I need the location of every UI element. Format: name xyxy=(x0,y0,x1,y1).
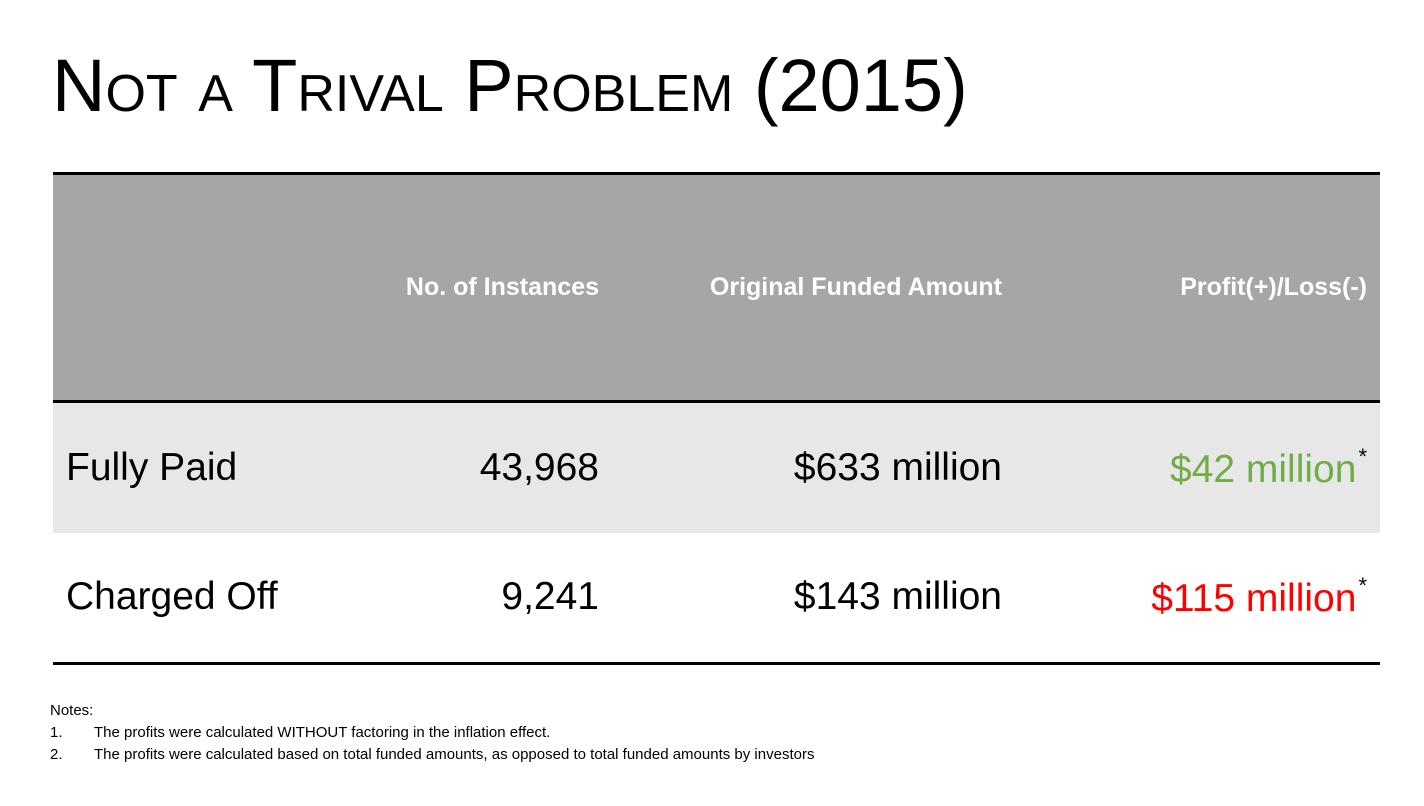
header-funded-amount: Original Funded Amount xyxy=(709,273,1002,301)
results-table: No. of Instances Original Funded Amount … xyxy=(53,172,1380,665)
row-label: Fully Paid xyxy=(66,445,238,489)
footnote-marker: * xyxy=(1358,443,1367,469)
loss-value: $115 million xyxy=(1151,577,1357,621)
funded-cell: $633 million xyxy=(793,445,1002,489)
row-label: Charged Off xyxy=(66,575,278,619)
loss-cell: $115 million* xyxy=(1002,533,1380,664)
funded-cell: $143 million xyxy=(793,575,1002,619)
note-number: 2. xyxy=(50,746,63,763)
note-item: 2. The profits were calculated based on … xyxy=(50,744,814,766)
instances-cell: 43,968 xyxy=(479,445,599,489)
profit-value: $42 million xyxy=(1170,447,1357,491)
footnote-marker: * xyxy=(1358,573,1367,599)
header-blank xyxy=(53,174,346,402)
profit-cell: $42 million* xyxy=(1002,402,1380,533)
note-text: The profits were calculated WITHOUT fact… xyxy=(94,724,551,741)
instances-cell: 9,241 xyxy=(501,575,599,619)
header-profit-loss: Profit(+)/Loss(-) xyxy=(1180,273,1367,301)
notes-section: Notes: 1. The profits were calculated WI… xyxy=(50,700,814,766)
note-text: The profits were calculated based on tot… xyxy=(94,746,815,763)
slide-title: Not a Trival Problem (2015) xyxy=(52,44,968,127)
header-instances: No. of Instances xyxy=(405,273,599,301)
note-number: 1. xyxy=(50,724,63,741)
notes-heading: Notes: xyxy=(50,702,94,719)
table-header-row: No. of Instances Original Funded Amount … xyxy=(53,173,1380,402)
table-row-fully-paid: Fully Paid 43,968 $633 million $42 milli… xyxy=(53,401,1380,533)
note-item: 1. The profits were calculated WITHOUT f… xyxy=(50,722,814,744)
table-row-charged-off: Charged Off 9,241 $143 million $115 mill… xyxy=(53,532,1380,664)
